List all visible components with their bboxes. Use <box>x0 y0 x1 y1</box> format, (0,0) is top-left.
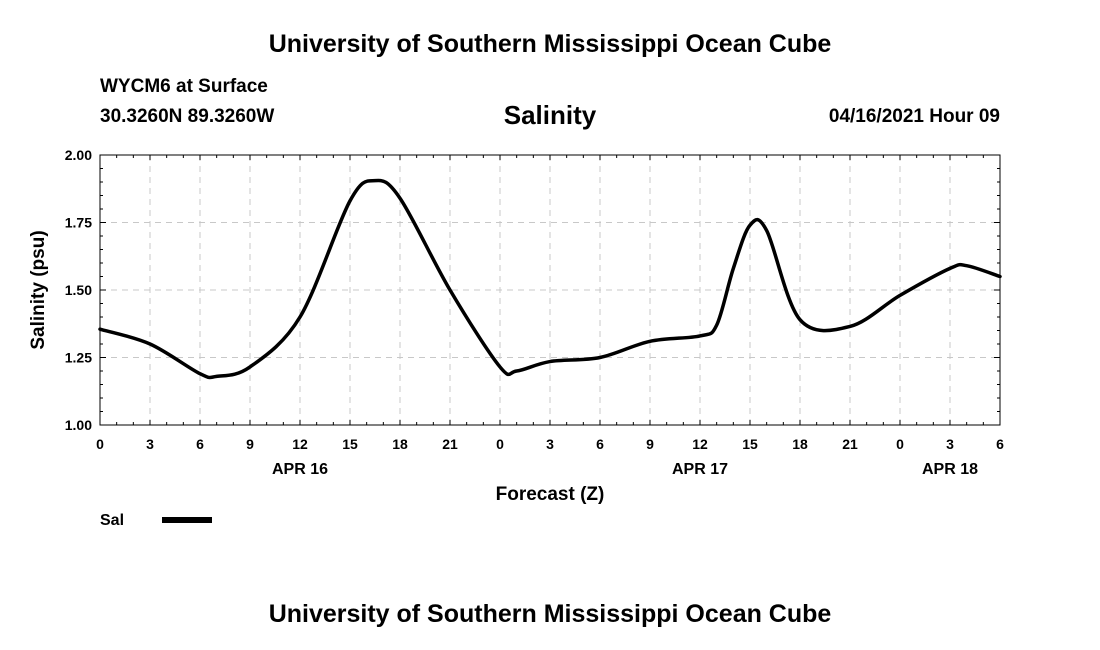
x-tick-label: 15 <box>742 436 758 452</box>
x-tick-label: 12 <box>292 436 308 452</box>
series-layer <box>98 178 1002 380</box>
chart-subtitle: Salinity <box>503 100 597 130</box>
x-tick-label: 0 <box>96 436 104 452</box>
x-tick-label: 6 <box>196 436 204 452</box>
chart-title-top: University of Southern Mississippi Ocean… <box>268 30 832 58</box>
y-tick-label: 1.75 <box>65 215 92 231</box>
x-tick-label: 0 <box>496 436 504 452</box>
y-tick-label: 1.50 <box>65 282 92 298</box>
forecast-date-label: 04/16/2021 Hour 09 <box>828 106 1000 127</box>
x-tick-label: 6 <box>596 436 604 452</box>
x-tick-label: 9 <box>646 436 654 452</box>
series-line-sal <box>98 178 1002 380</box>
x-tick-label: 18 <box>792 436 808 452</box>
y-tick-label: 1.00 <box>65 417 92 433</box>
chart-title-bottom: University of Southern Mississippi Ocean… <box>268 600 832 628</box>
x-tick-label: 15 <box>342 436 358 452</box>
day-label: APR 17 <box>672 461 728 478</box>
y-axis: 1.00 1.25 1.50 1.75 2.00 <box>65 147 1000 433</box>
x-tick-label: 9 <box>246 436 254 452</box>
x-tick-label: 21 <box>842 436 858 452</box>
coordinates-label: 30.3260N 89.3260W <box>100 106 275 127</box>
x-tick-label: 21 <box>442 436 458 452</box>
day-label: APR 18 <box>922 461 978 478</box>
x-tick-label: 3 <box>546 436 554 452</box>
x-tick-label: 0 <box>896 436 904 452</box>
y-tick-label: 2.00 <box>65 147 92 163</box>
x-tick-label: 18 <box>392 436 408 452</box>
day-labels: APR 16 APR 17 APR 18 <box>272 461 978 478</box>
day-label: APR 16 <box>272 461 328 478</box>
x-tick-label: 3 <box>946 436 954 452</box>
x-axis-label: Forecast (Z) <box>496 484 605 505</box>
x-axis: 0 3 6 9 12 15 18 21 0 3 6 9 12 15 18 21 0 3 6 <box>96 155 1004 452</box>
station-label: WYCM6 at Surface <box>100 76 268 97</box>
x-tick-label: 3 <box>146 436 154 452</box>
y-axis-label: Salinity (psu) <box>28 230 49 349</box>
legend-label-sal: Sal <box>100 512 124 529</box>
x-tick-label: 6 <box>996 436 1004 452</box>
x-tick-label: 12 <box>692 436 708 452</box>
chart-grid <box>100 155 1000 425</box>
y-tick-label: 1.25 <box>65 350 92 366</box>
